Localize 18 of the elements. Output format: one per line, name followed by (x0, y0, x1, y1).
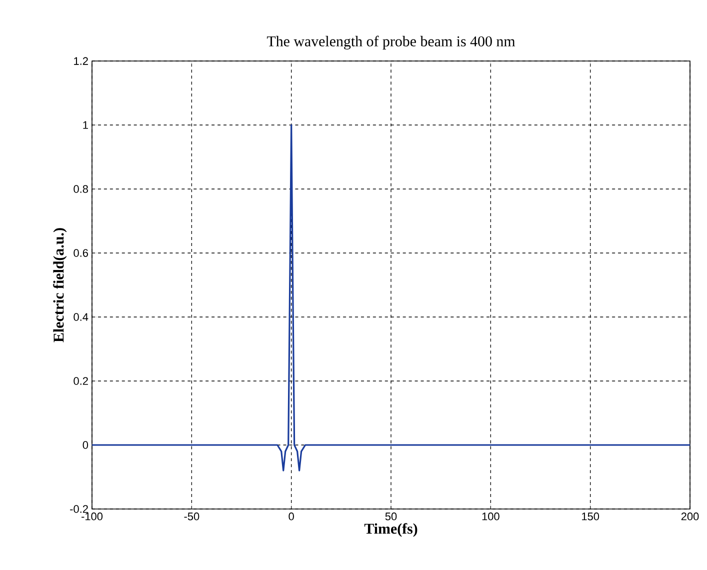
x-axis-title: Time(fs) (364, 523, 418, 537)
x-tick-label: 200 (681, 512, 699, 520)
y-tick-label: 0.4 (74, 313, 88, 321)
x-tick-label: 100 (482, 512, 500, 520)
x-tick-label: 0 (288, 512, 294, 520)
y-tick-label: 1.2 (74, 57, 88, 65)
y-axis-title: Electric field(a.u.) (53, 228, 67, 342)
x-tick-label: 50 (385, 512, 397, 520)
y-tick-label: 0.6 (74, 249, 88, 257)
chart-title: The wavelength of probe beam is 400 nm (266, 36, 516, 50)
y-tick-label: -0.2 (70, 505, 88, 513)
y-tick-label: 0.2 (74, 377, 88, 385)
x-tick-label: -50 (184, 512, 200, 520)
x-tick-label: -100 (82, 512, 103, 520)
y-tick-label: 1 (83, 121, 88, 129)
x-tick-label: 150 (582, 512, 600, 520)
y-tick-label: 0 (82, 441, 88, 449)
y-tick-label: 0.8 (74, 185, 88, 193)
